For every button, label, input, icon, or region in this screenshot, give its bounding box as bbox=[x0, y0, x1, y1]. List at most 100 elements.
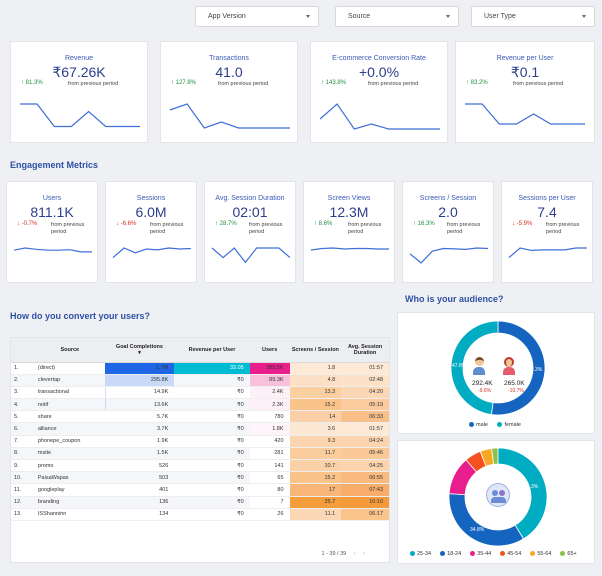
legend-age-3[interactable]: 45-54 bbox=[500, 551, 521, 557]
col-screens-per-session[interactable]: Screens / Session bbox=[289, 338, 342, 363]
table-row[interactable]: 2. clevertap 295.8K ₹0 89.3K 4.8 02:48 bbox=[11, 374, 389, 387]
goal-completions-cell: 1.7M bbox=[104, 362, 175, 375]
age-slice-18-24[interactable] bbox=[448, 493, 525, 547]
kpi-sparkline bbox=[13, 247, 92, 253]
arrow-up-icon: ↑ bbox=[413, 221, 418, 227]
table-row[interactable]: 9. promo 526 ₹0 141 10.7 04:25 bbox=[11, 459, 389, 473]
legend-age-5[interactable]: 65+ bbox=[560, 551, 577, 557]
avg-session-duration-cell: 04:25 bbox=[341, 459, 389, 473]
pagination-text: 1 - 39 / 39 bbox=[321, 551, 347, 557]
kpi-change-value: -6.6% bbox=[120, 221, 137, 227]
age-card: 41.3% 34.8% 25-34 18-24 35-44 45-54 55-64 65+ bbox=[397, 440, 595, 564]
kpi-title: Screen Views bbox=[327, 195, 371, 202]
legend-age-4[interactable]: 55-64 bbox=[530, 551, 551, 557]
kpi-sparkline bbox=[319, 103, 440, 130]
legend-dot bbox=[410, 551, 415, 557]
users-cell: 285.5K bbox=[249, 362, 290, 375]
kpi-sparkline bbox=[508, 247, 587, 259]
legend-label: 25-34 bbox=[417, 551, 432, 557]
user-type-label: User Type bbox=[484, 13, 516, 20]
table-row[interactable]: 13. ISShanninn 134 ₹0 26 11.1 06:17 bbox=[11, 508, 389, 521]
gender-slice-female[interactable] bbox=[450, 320, 499, 415]
source-cell: PaisaWapas bbox=[34, 471, 105, 485]
kpi-change: ↑ 16.3% bbox=[413, 221, 435, 227]
arrow-up-icon: ↑ bbox=[321, 80, 326, 86]
convert-table-card: Source Goal Completions ▾ Revenue per Us… bbox=[10, 337, 390, 563]
kpi-sparkline bbox=[465, 103, 585, 125]
col-revenue-per-user[interactable]: Revenue per User bbox=[174, 338, 250, 363]
goal-completions-cell: 5.7K bbox=[104, 410, 175, 424]
kpi-title: Transactions bbox=[209, 55, 249, 62]
table-row[interactable]: 5. share 5.7K ₹0 780 14 06:33 bbox=[11, 410, 389, 424]
col-avg-session-duration[interactable]: Avg. Session Duration bbox=[341, 338, 389, 363]
kpi-change-value: -5.9% bbox=[516, 221, 533, 227]
age-slice-65+[interactable] bbox=[491, 447, 499, 465]
users-cell: 141 bbox=[249, 459, 290, 473]
kpi-change: ↑ 28.7% bbox=[215, 221, 237, 227]
kpi-title: Screens / Session bbox=[419, 195, 477, 202]
revenue-per-user-cell: ₹0 bbox=[174, 447, 250, 461]
legend-label: 55-64 bbox=[537, 551, 552, 557]
next-page-icon[interactable]: › bbox=[363, 551, 365, 557]
source-cell: msite bbox=[34, 447, 105, 461]
users-cell: 2.4K bbox=[249, 386, 290, 400]
user-type-filter[interactable]: User Type bbox=[471, 6, 595, 27]
col-goal-completions[interactable]: Goal Completions ▾ bbox=[104, 338, 175, 363]
table-row[interactable]: 11. googleplay 401 ₹0 80 17 07:43 bbox=[11, 483, 389, 497]
screens-per-session-cell: 4.8 bbox=[289, 374, 342, 387]
source-cell: promo bbox=[34, 459, 105, 473]
revenue-per-user-cell: ₹0 bbox=[174, 496, 250, 509]
revenue-per-user-cell: ₹0 bbox=[174, 374, 250, 387]
kpi-sparkline bbox=[169, 103, 290, 129]
table-row[interactable]: 3. transactional 14.9K ₹0 2.4K 13.3 04:20 bbox=[11, 386, 389, 400]
legend-label: 18-24 bbox=[447, 551, 462, 557]
kpi-change-value: 16.3% bbox=[417, 221, 435, 227]
screens-per-session-cell: 13.3 bbox=[289, 386, 342, 400]
legend-age-1[interactable]: 18-24 bbox=[440, 551, 461, 557]
legend-male[interactable]: male bbox=[469, 422, 488, 428]
users-cell: 26 bbox=[249, 508, 290, 521]
convert-title: How do you convert your users? bbox=[10, 311, 151, 321]
arrow-down-icon: ↓ bbox=[17, 221, 22, 227]
source-filter[interactable]: Source bbox=[335, 6, 459, 27]
row-index: 9. bbox=[11, 459, 35, 473]
avg-session-duration-cell: 06:33 bbox=[341, 410, 389, 424]
goal-completions-cell: 1.9K bbox=[104, 435, 175, 448]
kpi-value: ₹0.1 bbox=[510, 64, 540, 80]
legend-age-0[interactable]: 25-34 bbox=[410, 551, 431, 557]
sparkline bbox=[465, 103, 585, 125]
table-row[interactable]: 10. PaisaWapas 503 ₹0 65 15.2 06:55 bbox=[11, 471, 389, 485]
legend-age-2[interactable]: 35-44 bbox=[470, 551, 491, 557]
kpi-sparkline bbox=[112, 247, 192, 259]
arrow-down-icon: ↓ bbox=[512, 221, 517, 227]
row-index: 7. bbox=[11, 435, 35, 448]
kpi-from: from previous period bbox=[218, 81, 269, 87]
col-users[interactable]: Users bbox=[249, 338, 290, 363]
source-label: Source bbox=[348, 13, 371, 20]
avg-session-duration-cell: 01:57 bbox=[341, 362, 389, 375]
avg-session-duration-cell: 10:10 bbox=[341, 496, 389, 509]
legend-female[interactable]: female bbox=[497, 422, 521, 428]
avg-session-duration-cell: 06:55 bbox=[341, 471, 389, 485]
users-cell: 281 bbox=[249, 447, 290, 461]
kpi-change-value: 8.6% bbox=[318, 221, 333, 227]
table-row[interactable]: 7. phonepe_coupon 1.9K ₹0 420 9.3 04:24 bbox=[11, 435, 389, 448]
table-row[interactable]: 6. alliance 3.7K ₹0 1.8K 3.6 01:57 bbox=[11, 422, 389, 436]
row-index: 11. bbox=[11, 483, 35, 497]
revenue-per-user-cell: ₹0 bbox=[174, 483, 250, 497]
kpi-value: 12.3M bbox=[329, 204, 369, 220]
app-version-filter[interactable]: App Version bbox=[195, 6, 319, 27]
kpi-title: Avg. Session Duration bbox=[215, 195, 285, 202]
table-row[interactable]: 1. (direct) 1.7M 32.05 285.5K 1.8 01:57 bbox=[11, 362, 389, 375]
age-legend: 25-34 18-24 35-44 45-54 55-64 65+ bbox=[410, 551, 586, 557]
table-row[interactable]: 12. branding 136 ₹0 7 25.7 10:10 bbox=[11, 496, 389, 509]
avg-session-duration-cell: 05:46 bbox=[341, 447, 389, 461]
kpi-value: 02:01 bbox=[232, 204, 268, 220]
goal-completions-cell: 1.5K bbox=[104, 447, 175, 461]
row-index: 8. bbox=[11, 447, 35, 461]
table-row[interactable]: 8. msite 1.5K ₹0 281 11.7 05:46 bbox=[11, 447, 389, 461]
kpi-change: ↑ 143.8% bbox=[321, 80, 346, 86]
table-row[interactable]: 4. notif 13.6K ₹0 2.3K 15.2 05:19 bbox=[11, 398, 389, 412]
prev-page-icon[interactable]: ‹ bbox=[353, 551, 356, 557]
col-source[interactable]: Source bbox=[34, 338, 105, 363]
